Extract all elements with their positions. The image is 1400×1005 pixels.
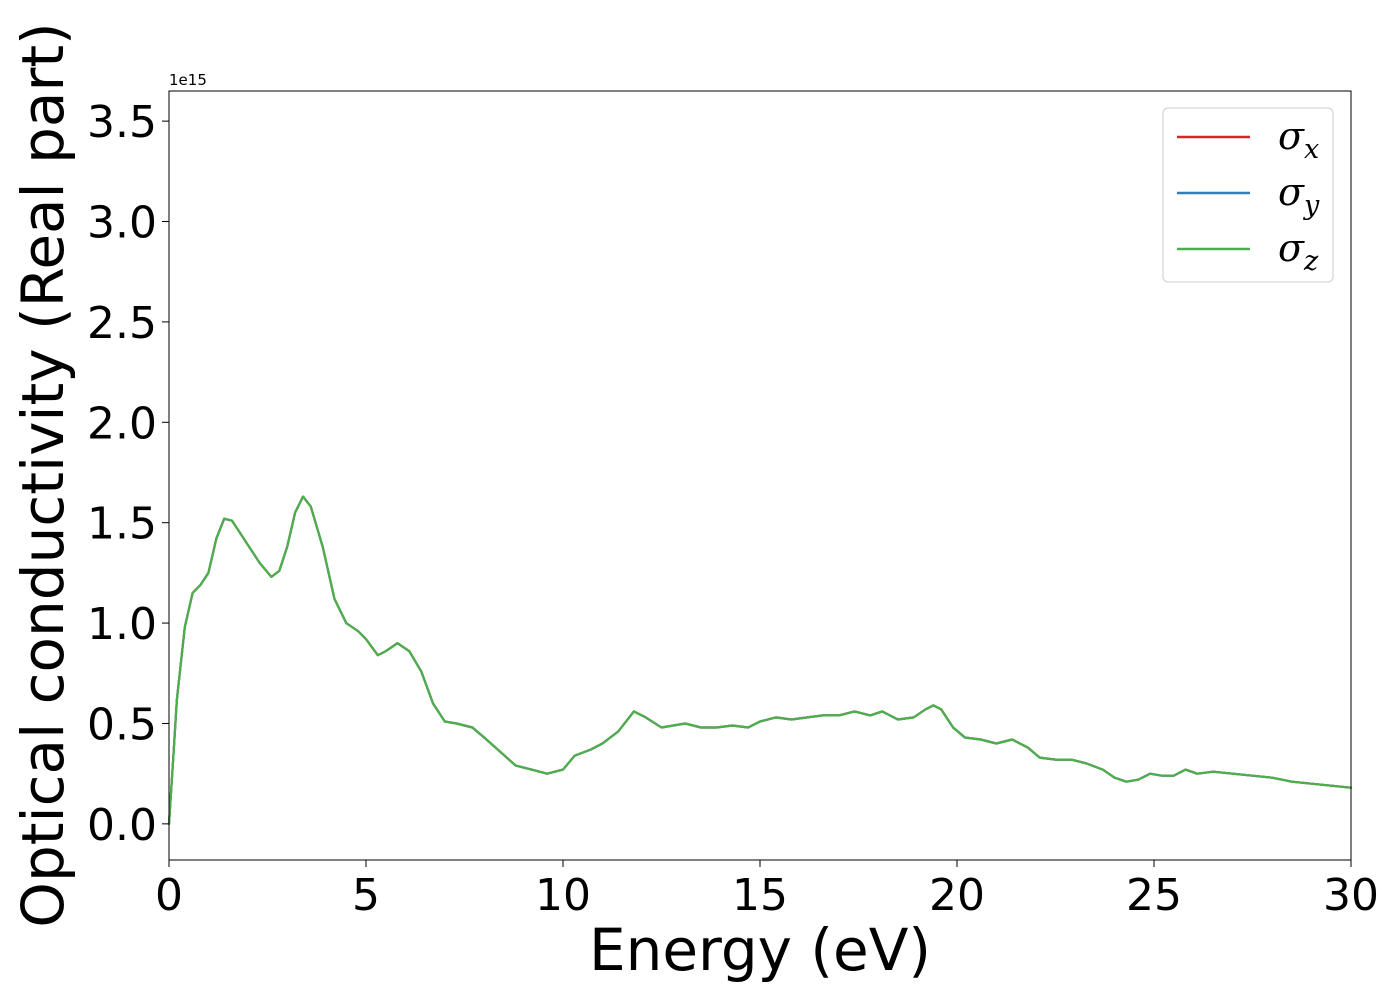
legend-label-z: σz — [1278, 226, 1319, 277]
x-tick-label: 30 — [1323, 870, 1379, 921]
y-tick-label: 0.0 — [87, 800, 157, 851]
x-tick-label: 5 — [352, 870, 380, 921]
x-tick-label: 20 — [929, 870, 985, 921]
plot-background — [169, 91, 1351, 860]
y-axis-offset-label: 1e15 — [169, 71, 207, 89]
series-layer — [167, 495, 1353, 826]
x-tick-label: 25 — [1126, 870, 1182, 921]
y-tick-label: 3.0 — [87, 198, 157, 249]
y-tick-label: 3.5 — [87, 97, 157, 148]
x-tick-label: 10 — [535, 870, 591, 921]
y-tick-label: 2.5 — [87, 298, 157, 349]
legend-label-x: σx — [1278, 114, 1319, 165]
series-line-z — [167, 495, 1353, 826]
y-axis-label: Optical conductivity (Real part) — [9, 22, 77, 927]
x-axis-label: Energy (eV) — [589, 916, 931, 984]
x-tick-label: 15 — [732, 870, 788, 921]
y-tick-label: 0.5 — [87, 699, 157, 750]
legend-label-y: σy — [1278, 170, 1320, 221]
y-tick-label: 1.5 — [87, 499, 157, 550]
y-tick-label: 1.0 — [87, 599, 157, 650]
x-tick-label: 0 — [155, 870, 183, 921]
y-axis-ticks: 0.0 0.5 1.0 1.5 2.0 2.5 3.0 3.5 — [87, 97, 169, 851]
y-tick-label: 2.0 — [87, 398, 157, 449]
legend-box — [1162, 107, 1334, 283]
x-axis-ticks: 0 5 10 15 20 25 30 — [155, 860, 1379, 921]
